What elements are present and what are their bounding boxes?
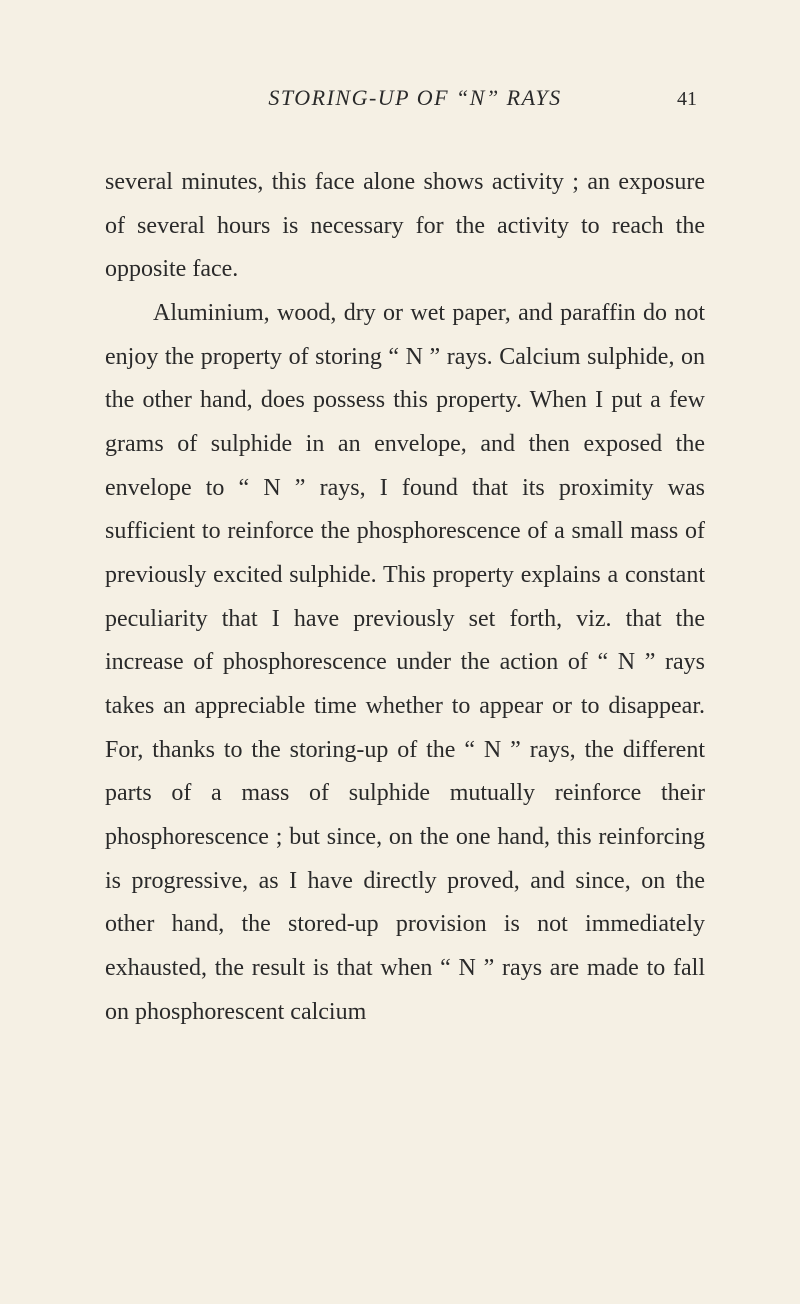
running-title: STORING-UP OF “N” RAYS — [113, 85, 677, 111]
body-text: several minutes, this face alone shows a… — [105, 161, 705, 1034]
page-number: 41 — [677, 88, 697, 111]
paragraph-2: Aluminium, wood, dry or wet paper, and p… — [105, 292, 705, 1034]
page-header: STORING-UP OF “N” RAYS 41 — [105, 85, 705, 111]
paragraph-1: several minutes, this face alone shows a… — [105, 161, 705, 292]
